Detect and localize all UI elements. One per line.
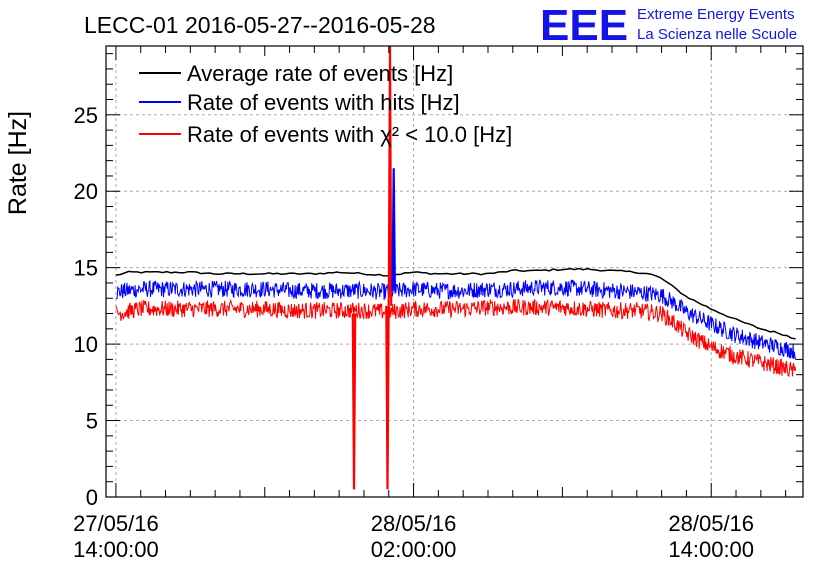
chart-title: LECC-01 2016-05-27--2016-05-28 [84,12,436,38]
eee-logo: EEE [540,1,628,50]
legend-label-average: Average rate of events [Hz] [187,61,453,86]
series-line-chi2 [115,298,797,378]
legend-label-chi2: Rate of events with χ² < 10.0 [Hz] [187,122,512,147]
x-tick-label-time: 02:00:00 [371,537,457,562]
spike-chi2 [385,298,390,490]
y-tick-label: 15 [74,256,98,281]
series-line-average [115,267,796,340]
x-tick-label-date: 28/05/16 [371,511,457,536]
y-tick-label: 0 [86,485,98,510]
x-tick-label-date: 27/05/16 [73,511,159,536]
x-tick-label-time: 14:00:00 [668,537,754,562]
spike-chi2 [351,313,357,490]
x-tick-label-time: 14:00:00 [73,537,159,562]
legend-label-hits: Rate of events with hits [Hz] [187,90,460,115]
y-axis-label: Rate [Hz] [4,111,32,215]
spike-hits [391,168,396,291]
y-tick-label: 25 [74,103,98,128]
y-tick-label: 10 [74,332,98,357]
legend: Average rate of events [Hz] Rate of event… [139,61,512,147]
org-name-line1: Extreme Energy Events [637,6,795,23]
y-tick-label: 5 [86,409,98,434]
org-name-line2: La Scienza nelle Scuole [637,26,797,43]
series-line-hits [115,279,797,360]
y-tick-label: 20 [74,179,98,204]
x-tick-label-date: 28/05/16 [668,511,754,536]
plot-frame [105,45,804,498]
data-series [115,45,797,490]
axes: 051015202527/05/1614:00:0028/05/1602:00:… [73,45,804,562]
